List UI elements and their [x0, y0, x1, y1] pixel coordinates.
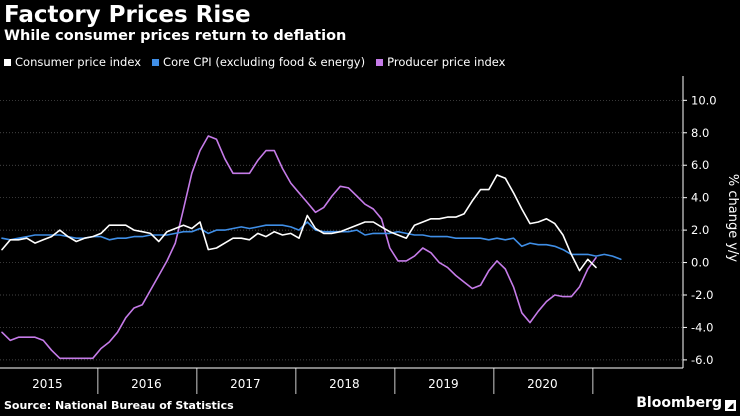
series-line-ppi: [1, 135, 597, 360]
legend-label-cpi: Consumer price index: [15, 55, 142, 69]
legend-item-cpi: Consumer price index: [4, 55, 141, 69]
legend-swatch-core-cpi: [152, 58, 160, 66]
y-tick-label: 0.0: [691, 256, 709, 270]
legend-item-core-cpi: Core CPI (excluding food & energy): [152, 55, 365, 69]
legend-swatch-ppi: [376, 58, 384, 66]
legend-item-ppi: Producer price index: [376, 55, 505, 69]
y-tick-label: -6.0: [691, 353, 713, 367]
y-tick-label: 2.0: [691, 223, 709, 237]
tick-labels: 10.0 8.0 6.0 4.0 2.0 0.0 -2.0 -4.0 -6.0 2015 2016 2…: [32, 93, 740, 391]
brand-wordmark: Bloomberg: [636, 395, 722, 411]
legend-swatch-cpi: [4, 58, 11, 66]
series-lines: [1, 135, 622, 360]
x-tick-label-2019: 2019: [428, 377, 459, 391]
x-tick-label-2015: 2015: [32, 377, 63, 391]
y-tick-label: 6.0: [691, 158, 709, 172]
x-tick-label-2018: 2018: [329, 377, 360, 391]
y-tick-label: 10.0: [691, 93, 717, 107]
y-axis-title: % change y/y: [725, 174, 740, 263]
x-tick-label-2017: 2017: [230, 377, 261, 391]
legend-label-ppi: Producer price index: [387, 55, 506, 69]
legend-label-core-cpi: Core CPI (excluding food & energy): [163, 55, 366, 69]
axes: [0, 76, 687, 394]
grid-lines: [0, 99, 683, 361]
chart-subtitle: While consumer prices return to deflatio…: [4, 28, 347, 44]
chart-title: Factory Prices Rise: [4, 2, 251, 28]
y-tick-label: -4.0: [691, 320, 713, 334]
x-tick-label-2016: 2016: [131, 377, 162, 391]
series-line-cpi: [1, 174, 597, 272]
chart-legend: Consumer price index Core CPI (excluding…: [4, 55, 516, 69]
x-tick-label-2020: 2020: [527, 377, 558, 391]
series-line-core: [1, 221, 622, 261]
source-note: Source: National Bureau of Statistics: [4, 399, 234, 412]
bloomberg-logo-icon: ◢: [725, 400, 736, 411]
y-tick-label: 8.0: [691, 126, 709, 140]
y-tick-label: -2.0: [691, 288, 713, 302]
y-tick-label: 4.0: [691, 191, 709, 205]
